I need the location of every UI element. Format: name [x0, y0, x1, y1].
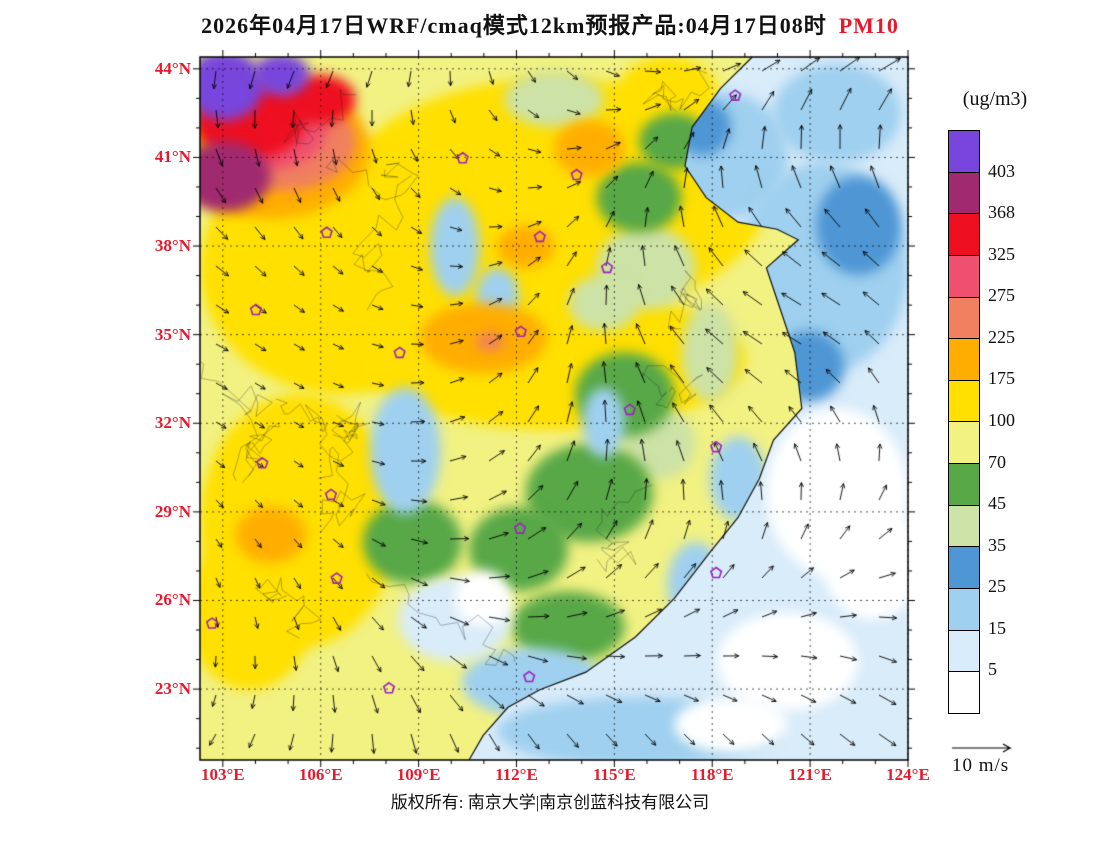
colorbar-tick-label: 275 [988, 285, 1015, 306]
colorbar-cell [949, 464, 979, 506]
lon-axis-label: 106°E [298, 765, 343, 784]
colorbar-tick-label: 25 [988, 576, 1006, 597]
colorbar-tick-label: 35 [988, 534, 1006, 555]
lon-axis-label: 121°E [788, 765, 832, 784]
colorbar-cell [949, 131, 979, 173]
title-species-label: PM10 [838, 13, 899, 38]
colorbar-cell [949, 214, 979, 256]
colorbar [948, 130, 980, 714]
colorbar-cell [949, 172, 979, 215]
lat-axis-label: 44°N [154, 58, 191, 78]
lat-axis-label: 32°N [154, 413, 191, 433]
colorbar-cell [949, 630, 979, 673]
colorbar-tick-label: 70 [988, 451, 1006, 472]
lat-axis-label: 41°N [154, 147, 191, 167]
colorbar-tick-label: 5 [988, 659, 997, 680]
colorbar-tick-label: 368 [988, 202, 1015, 223]
lat-axis-label: 29°N [154, 501, 191, 521]
colorbar-cell [949, 339, 979, 381]
lat-axis-label: 26°N [154, 590, 191, 610]
lon-axis-label: 103°E [201, 765, 245, 784]
colorbar-tick-label: 15 [988, 617, 1006, 638]
lat-axis-label: 35°N [154, 324, 191, 344]
colorbar-unit-label: (ug/m3) [962, 88, 1028, 110]
lon-axis-label: 115°E [593, 765, 636, 784]
colorbar-cell [949, 505, 979, 548]
colorbar-tick-label: 225 [988, 326, 1015, 347]
lon-axis-label: 124°E [886, 765, 930, 784]
colorbar-tick-label: 325 [988, 243, 1015, 264]
colorbar-tick-label: 45 [988, 493, 1006, 514]
copyright-text: 版权所有: 南京大学|南京创蓝科技有限公司 [390, 793, 710, 812]
colorbar-tick-label: 100 [988, 410, 1015, 430]
lon-axis-label: 118°E [690, 765, 734, 784]
colorbar-tick-label: 175 [988, 368, 1015, 389]
colorbar-cell [949, 672, 979, 713]
page-title: 2026年04月17日WRF/cmaq模式12km预报产品:04月17日08时 P… [0, 8, 1100, 40]
colorbar-cell [949, 422, 979, 465]
colorbar-cell [949, 547, 979, 590]
lon-axis-label: 112°E [495, 765, 538, 784]
lat-axis-label: 38°N [154, 236, 191, 256]
colorbar-tick-label: 403 [988, 160, 1015, 181]
wind-reference-label: 10 m/s [952, 755, 1010, 776]
colorbar-cell [949, 255, 979, 298]
colorbar-cell [949, 589, 979, 631]
title-main: 2026年04月17日WRF/cmaq模式12km预报产品:04月17日08时 [201, 13, 827, 38]
lat-axis-label: 23°N [154, 679, 191, 699]
colorbar-cell [949, 297, 979, 340]
lon-axis-label: 109°E [396, 765, 441, 784]
colorbar-cell [949, 380, 979, 423]
